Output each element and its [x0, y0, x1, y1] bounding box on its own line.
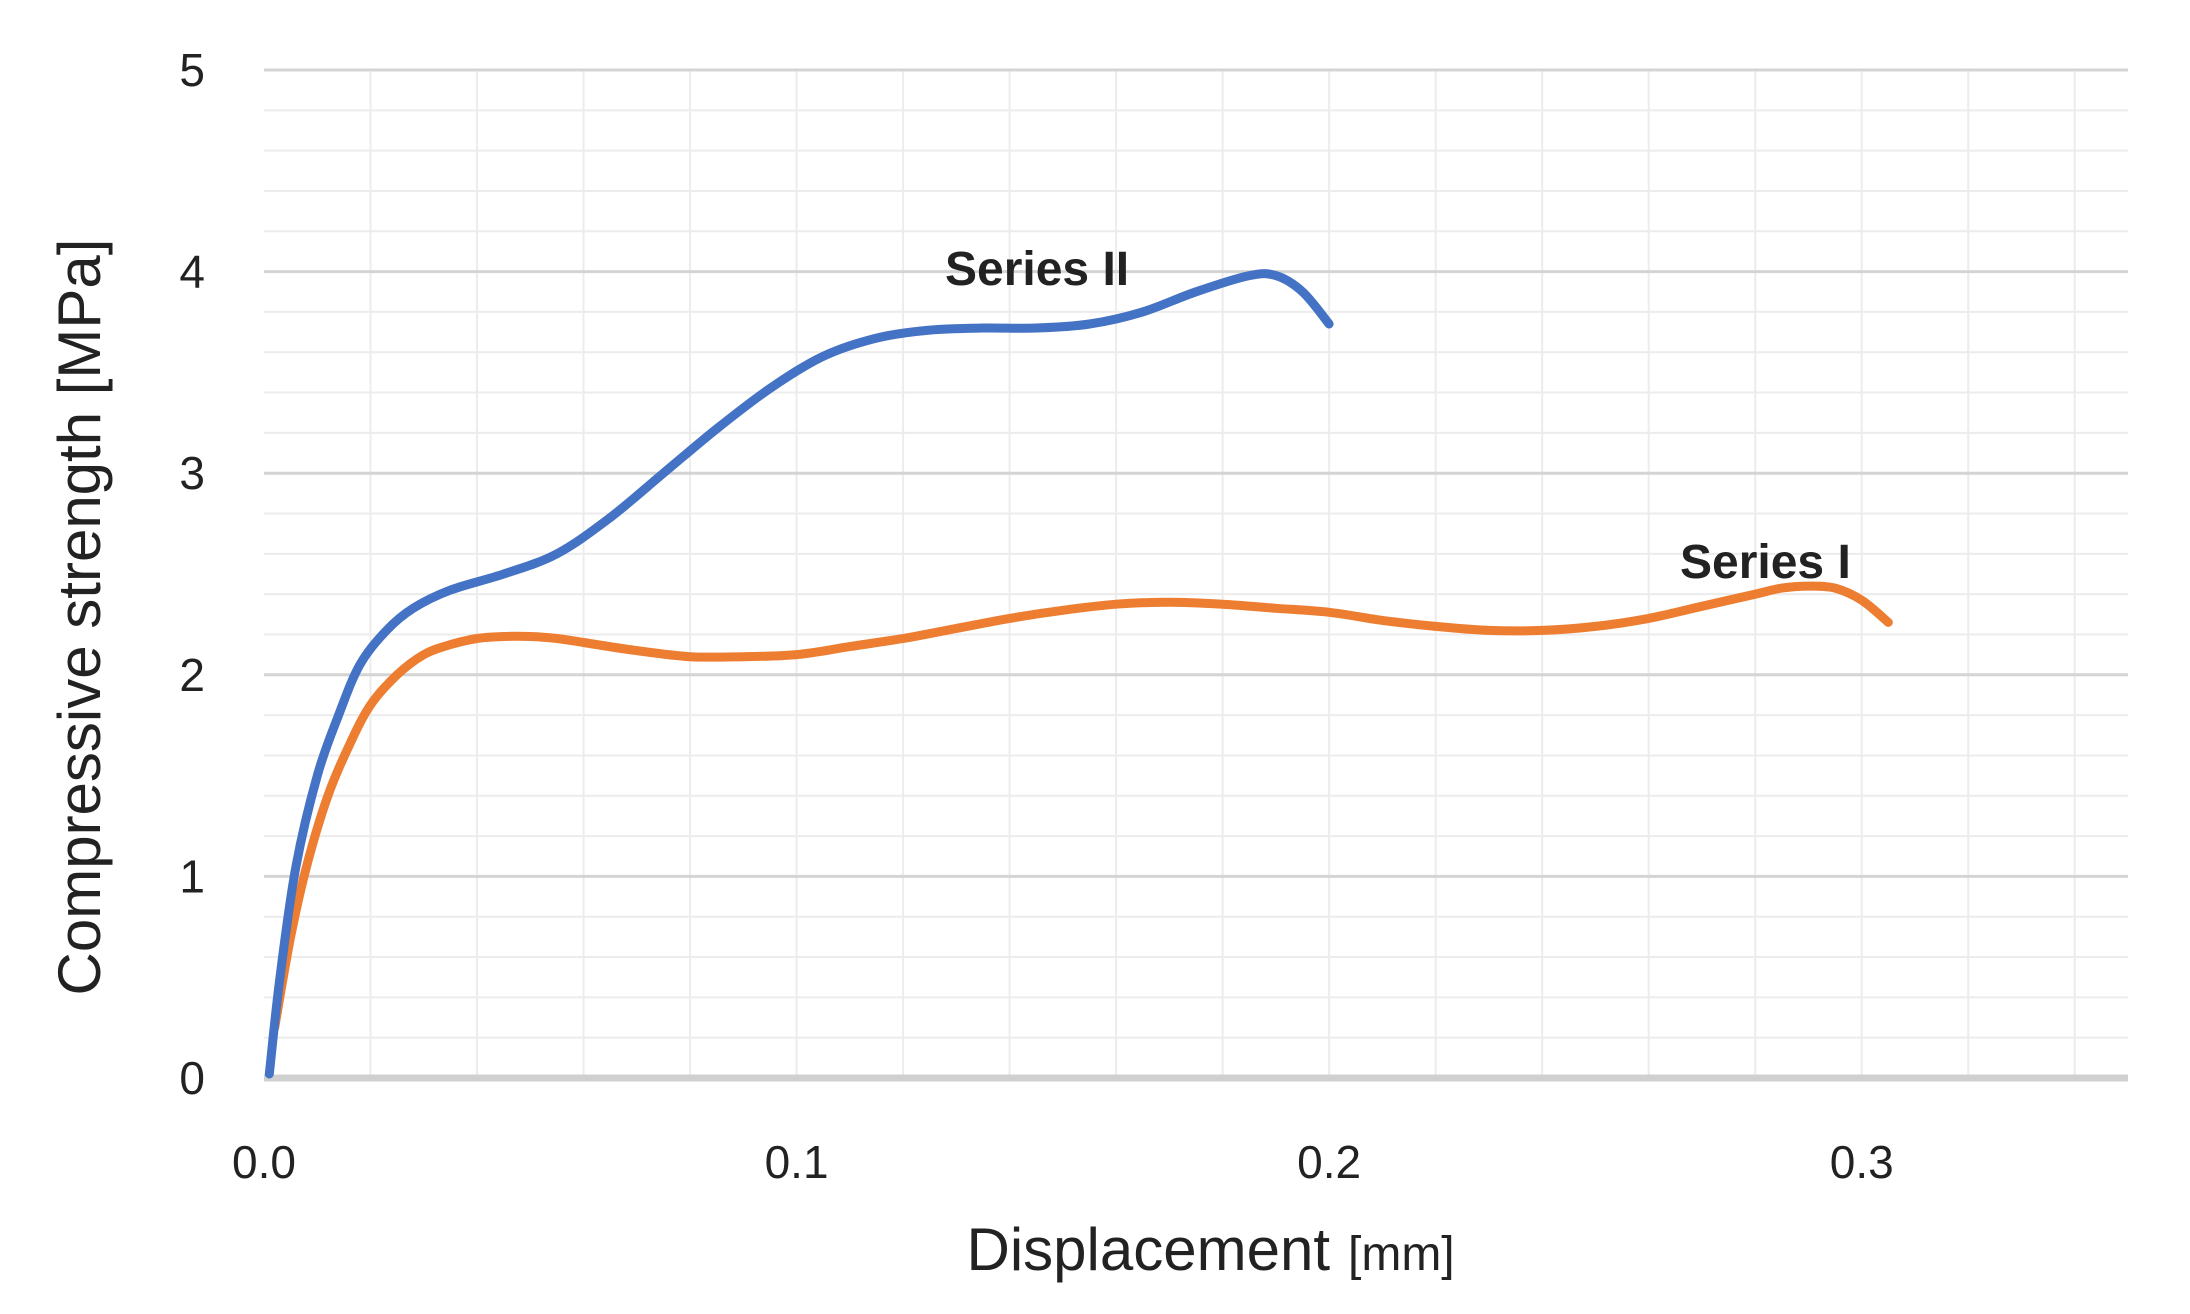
- y-axis-title: Compressive strength [MPa]: [46, 239, 113, 996]
- y-tick-label: 3: [179, 447, 205, 499]
- y-tick-label: 5: [179, 44, 205, 96]
- x-axis-unit: [mm]: [1348, 1228, 1455, 1281]
- x-axis-title: Displacement: [967, 1216, 1331, 1283]
- y-tick-label: 1: [179, 850, 205, 902]
- series-line-series-ii: [264, 269, 1334, 1079]
- y-tick-label: 4: [179, 246, 205, 298]
- major-gridlines: [264, 68, 2128, 1082]
- series-label-series-i: Series I: [1680, 536, 1851, 589]
- x-tick-label: 0.0: [232, 1136, 296, 1188]
- x-axis-ticks: 0.0 0.1 0.2 0.3: [232, 1136, 1894, 1188]
- series-lines: [264, 269, 1893, 1079]
- y-axis-ticks: 0 1 2 3 4 5: [179, 44, 205, 1104]
- series-label-series-ii: Series II: [945, 243, 1129, 296]
- x-tick-label: 0.3: [1830, 1136, 1894, 1188]
- y-tick-label: 0: [179, 1052, 205, 1104]
- series-line-series-i: [270, 581, 1893, 1033]
- x-tick-label: 0.1: [765, 1136, 829, 1188]
- minor-gridlines: [264, 70, 2128, 1078]
- x-tick-label: 0.2: [1297, 1136, 1361, 1188]
- y-tick-label: 2: [179, 649, 205, 701]
